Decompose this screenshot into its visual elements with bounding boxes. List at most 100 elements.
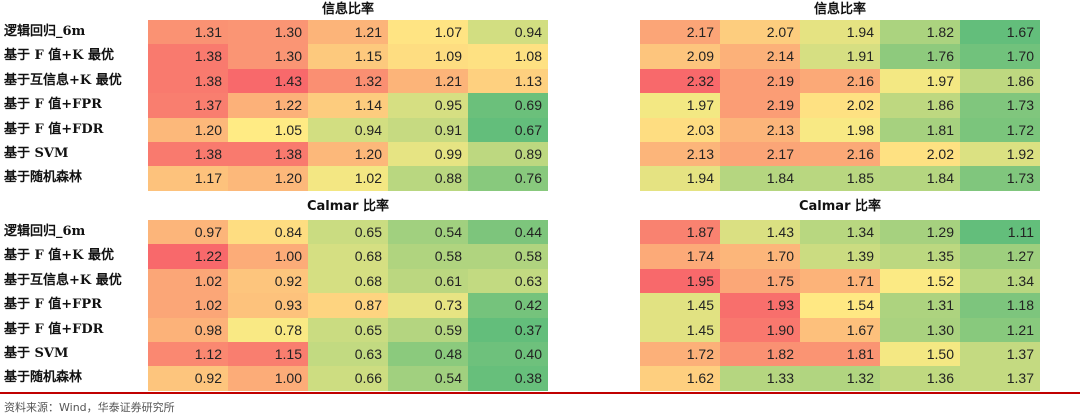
heatmap-cell: 1.75: [720, 268, 800, 294]
heatmap-cell: 0.66: [308, 366, 388, 392]
heatmap-cell: 1.20: [228, 166, 308, 192]
heatmap-cell: 0.92: [148, 366, 228, 392]
row-label: 基于 SVM: [4, 346, 69, 361]
heatmap-cell: 1.91: [800, 44, 880, 70]
heatmap-cell: 2.16: [800, 142, 880, 167]
heatmap-cell: 1.73: [960, 93, 1040, 119]
heatmap-cell: 0.63: [308, 342, 388, 367]
heatmap-cell: 1.15: [308, 44, 388, 70]
row-label: 基于随机森林: [4, 170, 83, 186]
heatmap-cell: 1.08: [468, 44, 548, 70]
heatmap-cell: 0.67: [468, 117, 548, 143]
heatmap-cell: 1.36: [880, 366, 960, 392]
heatmap-cell: 0.76: [468, 166, 548, 192]
heatmap-cell: 1.94: [640, 166, 720, 192]
heatmap-cell: 1.43: [228, 68, 308, 94]
heatmap-cell: 1.97: [640, 93, 720, 119]
heatmap-cell: 1.82: [720, 342, 800, 367]
heatmap-cell: 2.09: [640, 44, 720, 70]
heatmap-cell: 1.70: [720, 244, 800, 270]
heatmap-cell: 1.18: [960, 293, 1040, 319]
heatmap-cell: 0.65: [308, 220, 388, 245]
heatmap-cell: 1.37: [148, 93, 228, 119]
heatmap-cell: 0.84: [228, 220, 308, 245]
heatmap-cell: 0.93: [228, 293, 308, 319]
heatmap-cell: 1.98: [800, 117, 880, 143]
heatmap-cell: 1.32: [800, 366, 880, 392]
heatmap-cell: 1.87: [640, 220, 720, 245]
heatmap-cell: 1.00: [228, 366, 308, 392]
heatmap-cell: 1.37: [960, 342, 1040, 367]
heatmap-cell: 1.72: [640, 342, 720, 367]
heatmap-cell: 1.38: [148, 44, 228, 70]
heatmap-cell: 0.69: [468, 93, 548, 119]
heatmap-cell: 1.14: [308, 93, 388, 119]
heatmap-cell: 0.40: [468, 342, 548, 367]
heatmap-cell: 0.61: [388, 268, 468, 294]
heatmap-cell: 1.85: [800, 166, 880, 192]
heatmap-cell: 1.95: [640, 268, 720, 294]
heatmap-cell: 0.44: [468, 220, 548, 245]
heatmap-cell: 1.20: [148, 117, 228, 143]
heatmap-cell: 1.27: [960, 244, 1040, 270]
panel-title: 信息比率: [321, 2, 374, 17]
heatmap-cell: 1.31: [148, 20, 228, 45]
heatmap-cell: 1.07: [388, 20, 468, 45]
heatmap-cell: 2.07: [720, 20, 800, 45]
heatmap-cell: 2.02: [880, 142, 960, 167]
heatmap-cell: 0.99: [388, 142, 468, 167]
heatmap-cell: 1.71: [800, 268, 880, 294]
heatmap-cell: 1.70: [960, 44, 1040, 70]
heatmap-cell: 1.30: [228, 44, 308, 70]
heatmap-cell: 0.54: [388, 220, 468, 245]
row-label: 逻辑回归_6m: [4, 24, 86, 39]
heatmap-cell: 1.34: [800, 220, 880, 245]
heatmap-cell: 1.33: [720, 366, 800, 392]
panel-title: Calmar 比率: [798, 199, 882, 214]
heatmap-cell: 1.67: [800, 317, 880, 343]
row-label: 逻辑回归_6m: [4, 224, 86, 239]
heatmap-cell: 1.22: [148, 244, 228, 270]
heatmap-cell: 0.98: [148, 317, 228, 343]
heatmap-cell: 2.16: [800, 68, 880, 94]
heatmap-cell: 1.45: [640, 293, 720, 319]
heatmap-cell: 0.73: [388, 293, 468, 319]
heatmap-cell: 0.89: [468, 142, 548, 167]
bottom-rule: [0, 392, 1080, 394]
heatmap-cell: 1.00: [228, 244, 308, 270]
heatmap-cell: 0.88: [388, 166, 468, 192]
heatmap-cell: 1.21: [388, 68, 468, 94]
heatmap-cell: 1.05: [228, 117, 308, 143]
heatmap-cell: 1.52: [880, 268, 960, 294]
heatmap-cell: 0.78: [228, 317, 308, 343]
heatmap-cell: 1.13: [468, 68, 548, 94]
heatmap-cell: 1.34: [960, 268, 1040, 294]
heatmap-cell: 1.21: [960, 317, 1040, 343]
heatmap-cell: 1.21: [308, 20, 388, 45]
source-note: 资料来源：Wind，华泰证券研究所: [4, 401, 175, 414]
row-label: 基于 F 值+FPR: [4, 297, 102, 313]
heatmap-cell: 1.67: [960, 20, 1040, 45]
heatmap-cell: 1.30: [228, 20, 308, 45]
heatmap-cell: 1.84: [720, 166, 800, 192]
heatmap-cell: 1.76: [880, 44, 960, 70]
heatmap-cell: 1.94: [800, 20, 880, 45]
row-label: 基于 F 值+FDR: [4, 121, 104, 137]
heatmap-cell: 1.43: [720, 220, 800, 245]
heatmap-cell: 2.13: [640, 142, 720, 167]
heatmap-cell: 2.14: [720, 44, 800, 70]
heatmap-cell: 1.81: [800, 342, 880, 367]
heatmap-cell: 0.38: [468, 366, 548, 392]
heatmap-cell: 1.86: [880, 93, 960, 119]
heatmap-cell: 2.32: [640, 68, 720, 94]
row-label: 基于 SVM: [4, 146, 69, 161]
heatmap-cell: 0.58: [388, 244, 468, 270]
heatmap-cell: 0.68: [308, 268, 388, 294]
row-label: 基于 F 值+K 最优: [4, 48, 114, 64]
heatmap-cell: 1.39: [800, 244, 880, 270]
heatmap-cell: 0.63: [468, 268, 548, 294]
heatmap-cell: 0.37: [468, 317, 548, 343]
heatmap-cell: 0.65: [308, 317, 388, 343]
heatmap-cell: 0.91: [388, 117, 468, 143]
heatmap-cell: 1.81: [880, 117, 960, 143]
